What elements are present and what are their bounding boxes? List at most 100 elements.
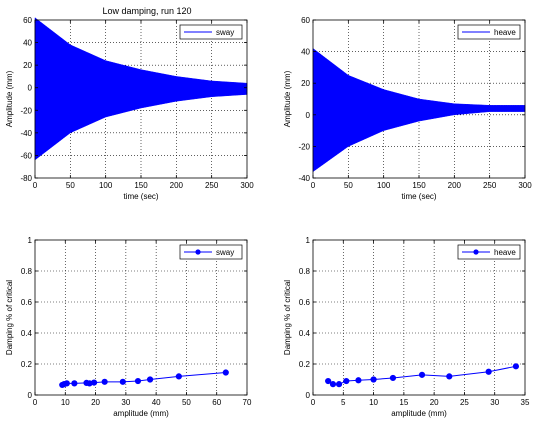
y-tick-label: -40 xyxy=(20,129,32,138)
x-tick-label: 35 xyxy=(521,398,530,407)
data-point xyxy=(71,380,78,387)
data-point xyxy=(355,377,362,384)
x-tick-label: 0 xyxy=(311,398,316,407)
data-point xyxy=(175,373,182,380)
y-tick-label: 40 xyxy=(23,39,32,48)
y-tick-label: 0.8 xyxy=(299,267,311,276)
x-tick-label: 5 xyxy=(341,398,346,407)
data-point xyxy=(343,377,350,385)
axes-box xyxy=(312,239,526,396)
x-tick-label: 10 xyxy=(369,398,378,407)
x-tick-label: 300 xyxy=(240,181,254,190)
data-point xyxy=(389,374,397,382)
axes-box xyxy=(34,239,248,396)
y-axis-label: Damping % of critical xyxy=(5,280,14,355)
data-point xyxy=(485,368,492,375)
data-point xyxy=(146,376,154,383)
y-tick-label: 0.6 xyxy=(299,298,311,307)
data-point xyxy=(222,369,229,376)
x-tick-label: 0 xyxy=(33,181,38,190)
plot-area xyxy=(35,240,247,395)
x-tick-label: 40 xyxy=(152,398,161,407)
x-tick-label: 60 xyxy=(212,398,221,407)
y-tick-label: -60 xyxy=(20,151,32,160)
chart-panel-bottom-right xyxy=(312,239,526,396)
chart-panel-bottom-left xyxy=(34,239,248,396)
y-tick-label: 20 xyxy=(301,79,310,88)
x-tick-label: 150 xyxy=(412,181,426,190)
legend-label: sway xyxy=(216,28,234,37)
x-tick-label: 10 xyxy=(61,398,70,407)
data-point xyxy=(512,363,520,370)
data-point xyxy=(418,371,426,378)
y-tick-label: 0 xyxy=(28,84,33,93)
legend-marker xyxy=(473,249,479,255)
x-tick-label: 150 xyxy=(134,181,148,190)
x-tick-label: 15 xyxy=(399,398,408,407)
x-axis-label: amplitude (mm) xyxy=(113,409,169,418)
x-tick-label: 100 xyxy=(377,181,391,190)
x-tick-label: 250 xyxy=(483,181,497,190)
x-tick-label: 0 xyxy=(311,181,316,190)
data-point xyxy=(325,377,332,385)
x-tick-label: 70 xyxy=(243,398,252,407)
y-tick-label: -20 xyxy=(298,142,310,151)
x-axis-label: amplitude (mm) xyxy=(391,409,447,418)
data-point xyxy=(134,377,142,385)
y-tick-label: 0.2 xyxy=(21,360,33,369)
plot-area xyxy=(313,240,525,395)
x-tick-label: 200 xyxy=(448,181,462,190)
x-tick-label: 20 xyxy=(91,398,100,407)
y-tick-label: 60 xyxy=(301,16,310,25)
chart-panel-top-right xyxy=(312,19,526,179)
y-tick-label: 0.6 xyxy=(21,298,33,307)
x-tick-label: 100 xyxy=(99,181,113,190)
x-tick-label: 250 xyxy=(205,181,219,190)
figure-title: Low damping, run 120 xyxy=(102,6,191,16)
x-axis-label: time (sec) xyxy=(401,192,436,201)
x-tick-label: 30 xyxy=(490,398,499,407)
x-tick-label: 0 xyxy=(33,398,38,407)
data-point xyxy=(335,381,343,388)
x-tick-label: 300 xyxy=(518,181,532,190)
y-tick-label: 0 xyxy=(28,391,33,400)
data-point xyxy=(63,380,70,387)
y-tick-label: 0.2 xyxy=(299,360,311,369)
y-tick-label: 0 xyxy=(306,111,311,120)
legend-label: heave xyxy=(494,28,516,37)
y-tick-label: 1 xyxy=(28,236,33,245)
y-axis-label: Damping % of critical xyxy=(283,280,292,355)
legend-label: heave xyxy=(494,248,516,257)
y-tick-label: -40 xyxy=(298,174,310,183)
data-point xyxy=(101,378,108,385)
y-axis-label: Amplitude (mm) xyxy=(5,70,14,127)
y-axis-label: Amplitude (mm) xyxy=(283,70,292,127)
y-tick-label: 0 xyxy=(306,391,311,400)
data-point xyxy=(446,373,453,380)
x-tick-label: 50 xyxy=(66,181,75,190)
x-tick-label: 50 xyxy=(344,181,353,190)
y-tick-label: 20 xyxy=(23,61,32,70)
y-tick-label: 40 xyxy=(301,48,310,57)
x-tick-label: 20 xyxy=(430,398,439,407)
chart-panel-top-left xyxy=(34,17,248,179)
legend-label: sway xyxy=(216,248,234,257)
data-point xyxy=(329,381,337,388)
y-tick-label: 0.4 xyxy=(299,329,311,338)
legend-marker xyxy=(195,249,201,255)
x-axis-label: time (sec) xyxy=(123,192,158,201)
data-point xyxy=(90,379,98,386)
y-tick-label: 0.4 xyxy=(21,329,33,338)
y-tick-label: 0.8 xyxy=(21,267,33,276)
x-tick-label: 200 xyxy=(170,181,184,190)
data-point xyxy=(119,378,126,385)
y-tick-label: -20 xyxy=(20,106,32,115)
y-tick-label: 60 xyxy=(23,16,32,25)
y-tick-label: 1 xyxy=(306,236,311,245)
x-tick-label: 50 xyxy=(182,398,191,407)
x-tick-label: 25 xyxy=(460,398,469,407)
data-point xyxy=(370,376,377,383)
y-tick-label: -80 xyxy=(20,174,32,183)
x-tick-label: 30 xyxy=(121,398,130,407)
